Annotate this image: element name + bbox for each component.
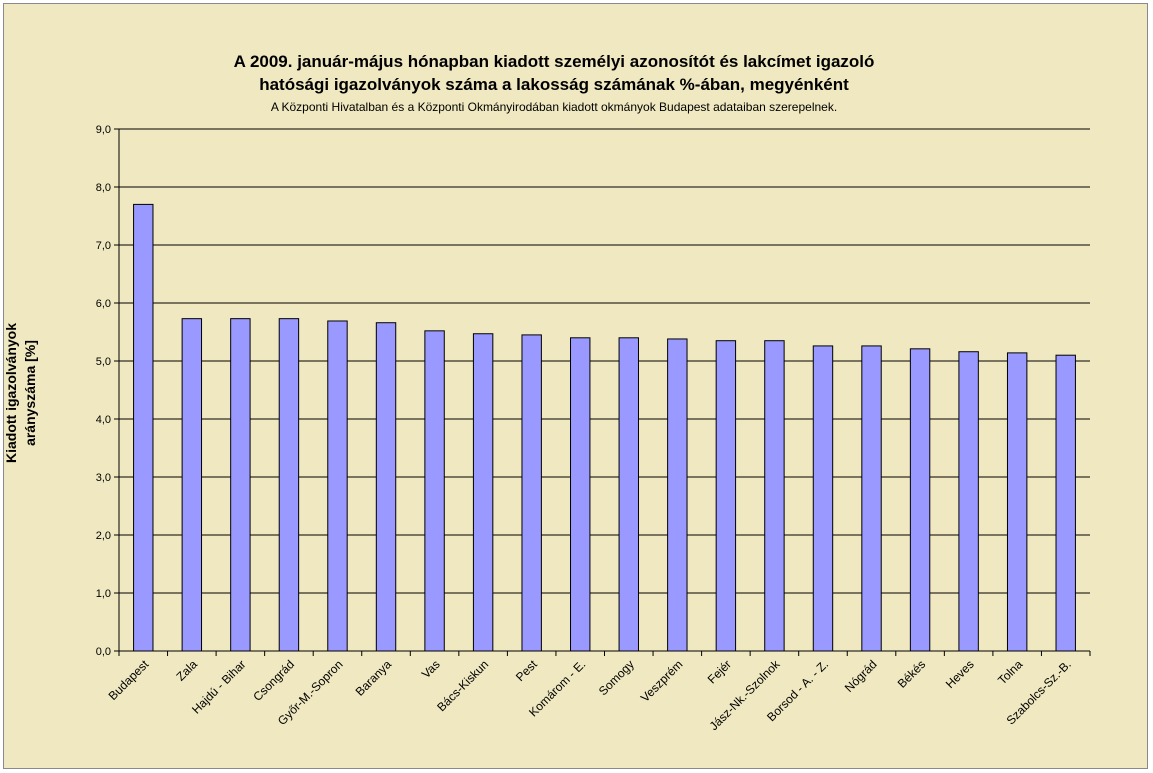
x-tick-label: Budapest	[106, 657, 152, 703]
bar	[181, 318, 203, 652]
x-tick-label: Zala	[174, 657, 201, 684]
bar	[1006, 352, 1028, 652]
x-tick-label: Somogy	[596, 657, 637, 698]
bar	[764, 340, 785, 652]
y-tick-label: 6,0	[96, 298, 111, 310]
bar	[521, 334, 542, 652]
chart-title-line2: hatósági igazolványok száma a lakosság s…	[259, 75, 849, 94]
y-tick-label: 2,0	[96, 530, 111, 542]
chart-subtitle: A Központi Hivatalban és a Központi Okmá…	[270, 100, 838, 114]
bar	[1055, 354, 1076, 652]
y-tick-label: 9,0	[96, 124, 111, 136]
bar	[618, 337, 639, 652]
x-tick-label: Csongrád	[250, 657, 297, 704]
y-tick-label: 4,0	[96, 414, 111, 426]
y-tick-label: 0,0	[96, 646, 111, 658]
chart-title-line1: A 2009. január-május hónapban kiadott sz…	[233, 52, 875, 71]
bar	[861, 345, 882, 652]
bar	[958, 351, 979, 652]
bar-chart: 0,0 1,0 2,0 3,0 4,0 5,0 6,0 7,0 8,0 9,0 Budapest Za…	[96, 124, 1091, 733]
x-tick-label: Vas	[419, 657, 443, 681]
x-tick-label: Pest	[513, 657, 540, 684]
x-tick-label: Fejér	[705, 657, 734, 686]
y-tick-label: 3,0	[96, 472, 111, 484]
bar	[133, 203, 154, 652]
y-tick-label: 1,0	[96, 588, 111, 600]
x-tick-label: Bács-Kiskun	[434, 657, 491, 714]
x-tick-label: Nógrád	[842, 657, 880, 695]
bar	[375, 322, 397, 652]
bar	[327, 320, 348, 652]
x-tick-label: Tolna	[995, 657, 1025, 687]
bar	[230, 318, 251, 652]
bar	[812, 345, 834, 652]
y-tick-label: 8,0	[96, 182, 111, 194]
bar	[909, 348, 931, 652]
x-tick-label: Heves	[943, 657, 977, 691]
bar	[570, 337, 591, 652]
chart-area: A 2009. január-május hónapban kiadott sz…	[3, 3, 1148, 769]
bar	[667, 338, 688, 652]
y-tick-label: 5,0	[96, 356, 111, 368]
x-tick-label: Baranya	[353, 657, 395, 699]
x-tick-label: Veszprém	[638, 657, 686, 705]
y-tick-label: 7,0	[96, 240, 111, 252]
bar	[278, 318, 300, 652]
x-tick-label: Békés	[895, 657, 928, 690]
bar	[424, 330, 445, 652]
bar	[472, 333, 494, 652]
bar	[715, 340, 737, 652]
